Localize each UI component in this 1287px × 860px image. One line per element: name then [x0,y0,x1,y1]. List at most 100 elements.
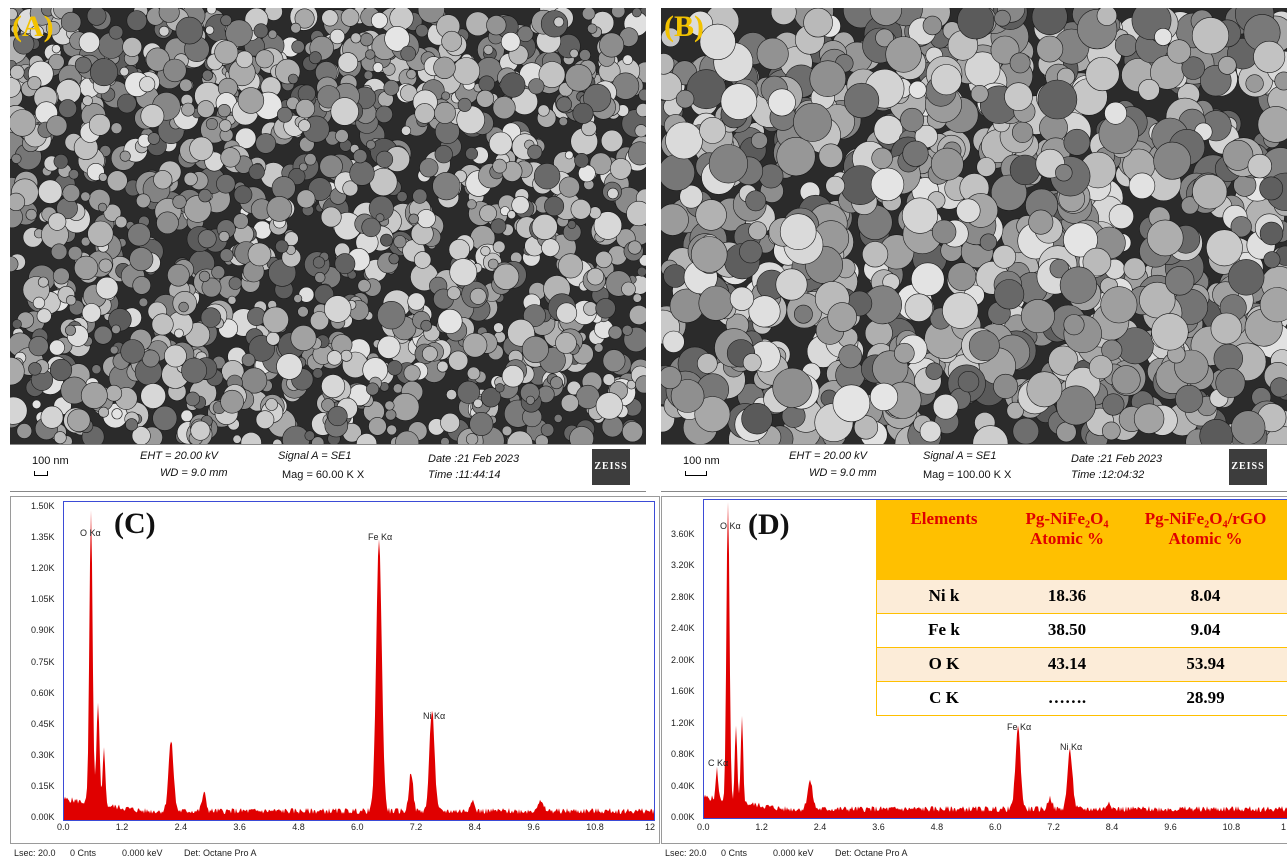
y-tick-label: 3.60K [671,529,695,539]
scale-bar-label-b: 100 nm [683,455,720,467]
sem-image-b [661,8,1287,444]
panel-label-b: (B) [664,10,704,43]
table-header-pg-nife2o4-rgo-text: Pg-NiFe₂O₄/rGO Atomic % [1144,509,1267,548]
table-cell: 53.94 [1186,654,1225,673]
y-tick-label: 0.90K [31,625,55,636]
y-tick-label: 0.00K [31,812,55,822]
table-cell: C K [929,688,959,708]
x-tick-label: 6.0 [351,822,364,832]
x-tick-label: 10.8 [586,822,604,832]
y-tick-label: 3.20K [671,560,695,571]
table-row: O K 43.14 53.94 [877,647,1287,681]
time-a: Time :11:44:14 [428,469,501,481]
x-tick-label: 12 [645,822,656,832]
spectrum-fill [64,510,654,820]
y-tick-label: 0.75K [31,656,55,667]
x-tick-label: 9.6 [1164,822,1177,832]
signal-b: Signal A = SE1 [923,450,997,462]
mag-b: Mag = 100.00 K X [923,469,1012,481]
date-b: Date :21 Feb 2023 [1071,453,1163,465]
x-tick-label: 3.6 [872,822,885,832]
eds-plot-d [703,499,1287,819]
eds-plot-c [63,501,655,821]
sem-databar-a: 100 nm EHT = 20.00 kV WD = 9.0 mm Signal… [10,444,646,492]
peak-label-ni-d: Ni Kα [1060,742,1083,752]
eht-b: EHT = 20.00 kV [789,450,867,462]
y-tick-label: 2.80K [671,591,695,602]
x-tick-label: 9.6 [527,822,540,832]
sem-texture-a [10,8,646,444]
x-tick-label: 2.4 [174,822,188,832]
x-tick-label: 0.0 [57,822,70,832]
table-cell: Fe k [928,620,960,639]
table-header-pg-nife2o4-text: Pg-NiFe₂O₄ Atomic % [1025,509,1109,548]
footer-cnts-c: 0 Cnts [70,848,97,858]
table-row: Ni k 18.36 8.04 [877,579,1287,613]
x-tick-label: 3.6 [233,822,246,832]
x-tick-label: 1.2 [755,822,768,832]
peak-label-fe-d: Fe Kα [1007,722,1032,732]
composition-table: Elements Pg-NiFe₂O₄ Atomic % Pg-NiFe₂O₄/… [876,500,1287,716]
x-tick-label: 4.8 [292,822,305,832]
zeiss-logo-a: ZEISS [592,449,630,485]
wd-b: WD = 9.0 mm [809,467,877,479]
peak-label-c-d: C Kα [708,758,729,768]
x-tick-label: 2.4 [813,822,827,832]
table-header-elements: Elements [877,501,1011,579]
y-tick-label: 1.35K [31,532,55,543]
x-tick-label: 1.2 [115,822,129,832]
panel-label-d: (D) [748,508,790,541]
x-tick-label: 0.0 [697,822,710,832]
y-tick-label: 0.40K [671,780,695,791]
table-cell: O K [928,654,960,673]
table-header-pg-nife2o4: Pg-NiFe₂O₄ Atomic % [1011,501,1123,579]
footer-lsec-c: Lsec: 20.0 [14,848,56,858]
panel-label-a: (A) [12,10,54,43]
scale-bar-b [685,471,707,476]
y-tick-label: 0.60K [31,687,55,698]
x-tick-label: 4.8 [930,822,944,832]
sem-databar-b: 100 nm EHT = 20.00 kV WD = 9.0 mm Signal… [661,444,1287,492]
x-tick-label: 7.2 [409,822,423,832]
y-tick-label: 0.15K [31,780,55,791]
scale-bar-a [34,471,48,476]
table-cell: 28.99 [1186,688,1225,708]
y-tick-label: 0.00K [671,812,695,822]
footer-kev-c: 0.000 keV [122,848,163,858]
y-tick-label: 1.20K [31,563,55,574]
date-a: Date :21 Feb 2023 [428,453,520,465]
footer-cnts-d: 0 Cnts [721,848,748,858]
table-cell: ……. [1047,688,1087,708]
wd-a: WD = 9.0 mm [160,467,228,479]
panel-label-c: (C) [114,507,156,540]
table-row: Fe k 38.50 9.04 [877,613,1287,647]
table-cell: 38.50 [1047,620,1087,639]
y-tick-label: 1.20K [671,717,695,728]
signal-a: Signal A = SE1 [278,450,352,462]
table-header-pg-nife2o4-rgo: Pg-NiFe₂O₄/rGO Atomic % [1123,501,1287,579]
footer-lsec-d: Lsec: 20.0 [665,848,707,858]
sem-image-a [10,8,646,444]
table-cell: 9.04 [1190,620,1221,639]
mag-a: Mag = 60.00 K X [282,469,365,481]
footer-kev-d: 0.000 keV [773,848,814,858]
table-cell: 18.36 [1047,586,1087,605]
table-cell: Ni k [928,586,960,605]
scale-bar-label-a: 100 nm [32,455,69,467]
x-tick-label: 7.2 [1047,822,1060,832]
time-b: Time :12:04:32 [1071,469,1145,481]
eht-a: EHT = 20.00 kV [140,450,218,462]
table-cell: 8.04 [1190,586,1221,605]
footer-det-d: Det: Octane Pro A [835,848,908,858]
peak-label-ni-c: Ni Kα [423,711,446,721]
table-row: C K ……. 28.99 [877,681,1287,715]
footer-det-c: Det: Octane Pro A [184,848,257,858]
y-tick-label: 0.30K [31,749,55,760]
eds-spectrum-c [64,510,654,820]
y-tick-label: 2.00K [671,654,695,665]
table-cell: 43.14 [1047,654,1087,673]
y-tick-label: 1.50K [31,501,55,511]
y-tick-label: 0.45K [31,718,55,729]
zeiss-logo-b: ZEISS [1229,449,1267,485]
peak-label-o-c: O Kα [80,528,101,538]
